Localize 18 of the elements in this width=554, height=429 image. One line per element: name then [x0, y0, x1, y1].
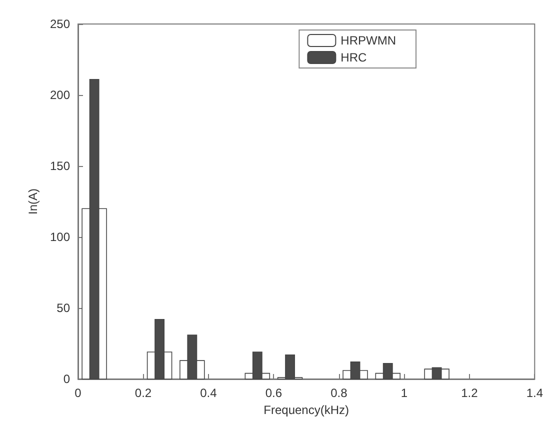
x-tick-label: 0.6: [265, 386, 282, 400]
x-tick-label: 1.4: [526, 386, 544, 400]
legend-label: HRC: [340, 50, 368, 64]
x-axis-title: Frequency(kHz): [264, 402, 350, 417]
y-tick-label: 100: [50, 230, 70, 244]
x-tick-label: 0.4: [200, 386, 218, 400]
legend-label: HRPWMN: [340, 34, 396, 48]
x-tick-label: 0.2: [134, 386, 152, 400]
x-tick-label: 0: [74, 386, 82, 400]
y-tick-label: 50: [56, 301, 70, 315]
x-tick-label: 1.2: [461, 386, 478, 400]
y-tick-label: 0: [63, 372, 70, 386]
y-axis-title: In(A): [26, 188, 40, 215]
x-tick-label: 0.8: [330, 386, 348, 400]
y-tick-label: 150: [50, 159, 70, 173]
x-tick-label: 1: [400, 386, 408, 400]
y-tick-label: 200: [50, 88, 70, 102]
y-tick-label: 250: [50, 17, 70, 31]
